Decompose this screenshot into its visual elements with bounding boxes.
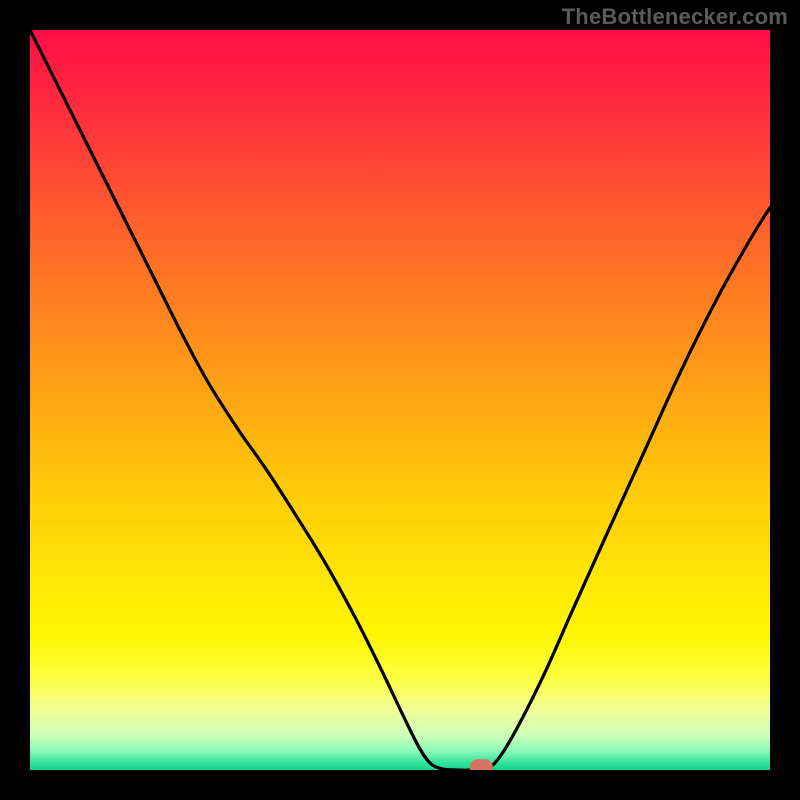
chart-frame: TheBottlenecker.com bbox=[0, 0, 800, 800]
optimal-point bbox=[470, 760, 492, 770]
chart-svg bbox=[30, 30, 770, 770]
watermark-label: TheBottlenecker.com bbox=[562, 4, 788, 30]
plot-area bbox=[30, 30, 770, 770]
gradient-background bbox=[30, 30, 770, 770]
